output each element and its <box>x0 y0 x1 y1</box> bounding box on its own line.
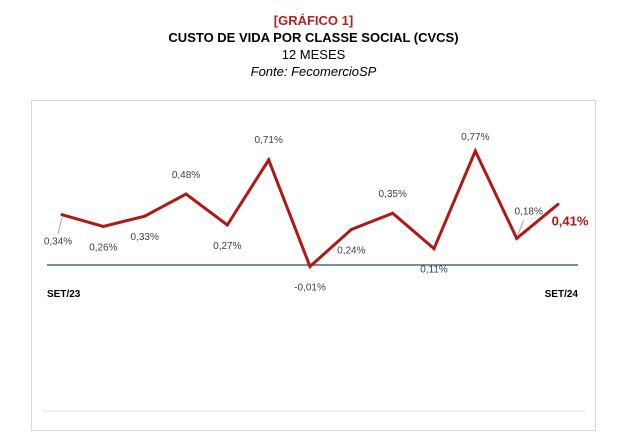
data-point <box>473 149 477 153</box>
data-label: 0,77% <box>461 132 489 143</box>
data-label: 0,18% <box>514 206 542 217</box>
data-point <box>101 225 105 229</box>
data-point <box>556 202 560 206</box>
data-point <box>60 213 64 217</box>
label-leader-line <box>517 220 525 236</box>
data-point <box>184 192 188 196</box>
data-point <box>515 236 519 240</box>
data-point <box>432 247 436 251</box>
data-label: 0,35% <box>378 189 406 200</box>
x-tick-label: SET/23 <box>47 289 81 300</box>
data-point <box>349 227 353 231</box>
data-label: 0,26% <box>89 243 117 254</box>
data-label: 0,48% <box>172 170 200 181</box>
data-point <box>308 264 312 268</box>
data-label: -0,01% <box>294 282 326 293</box>
data-label: 0,27% <box>213 241 241 252</box>
label-leader-line <box>57 217 63 234</box>
chart-label: [GRÁFICO 1] <box>273 13 354 28</box>
chart-title: CUSTO DE VIDA POR CLASSE SOCIAL (CVCS) <box>168 30 459 45</box>
data-point <box>391 211 395 215</box>
chart-subtitle: 12 MESES <box>281 47 346 62</box>
data-label: 0,34% <box>44 237 72 248</box>
data-point <box>225 223 229 227</box>
data-label: 0,24% <box>337 245 365 256</box>
data-label: 0,71% <box>254 135 282 146</box>
chart-header: [GRÁFICO 1] CUSTO DE VIDA POR CLASSE SOC… <box>0 12 627 80</box>
data-label: 0,41% <box>552 213 589 228</box>
data-point <box>143 214 147 218</box>
series-line <box>61 147 559 270</box>
x-tick-label: SET/24 <box>545 289 579 300</box>
data-point <box>267 158 271 162</box>
chart-source: Fonte: FecomercioSP <box>250 64 377 79</box>
data-label: 0,11% <box>420 265 448 276</box>
data-label: 0,33% <box>130 232 158 243</box>
